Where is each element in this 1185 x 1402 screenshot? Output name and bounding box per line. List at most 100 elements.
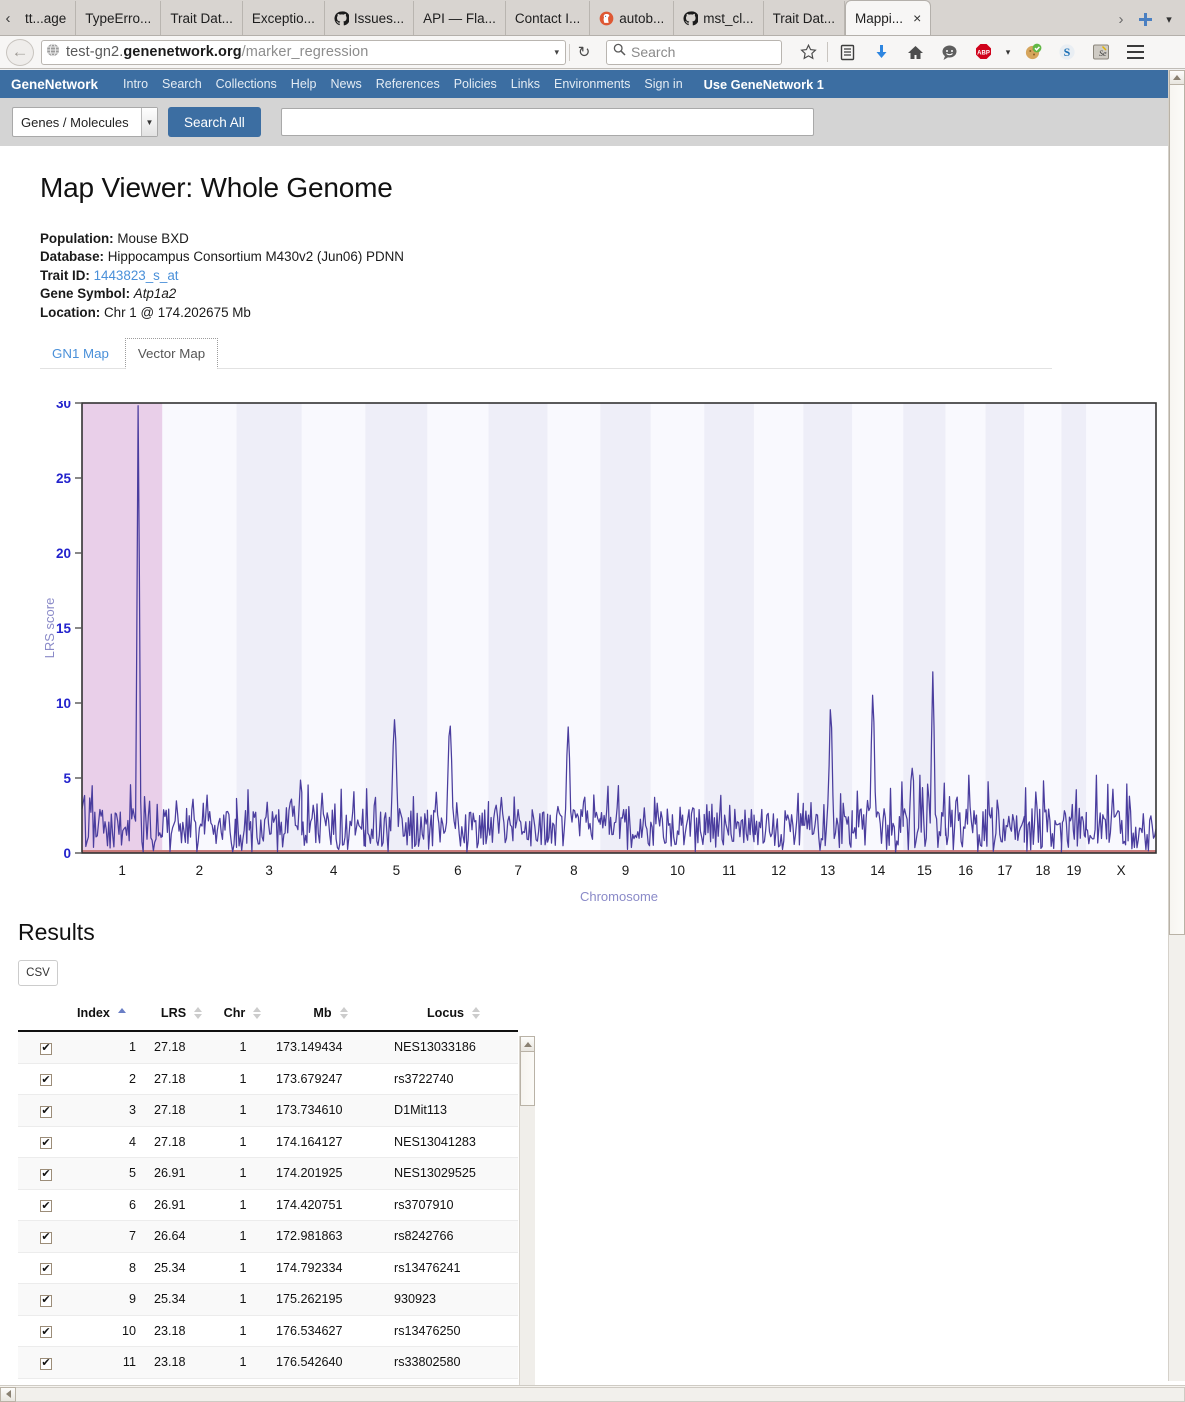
cookie-icon[interactable] (1016, 39, 1050, 66)
table-row[interactable]: ✔ 6 26.91 1 174.420751 rs3707910 (18, 1189, 518, 1222)
scroll-up-icon[interactable] (520, 1036, 535, 1053)
row-checkbox[interactable]: ✔ (40, 1073, 52, 1087)
sort-asc-icon[interactable] (117, 1007, 127, 1019)
column-header-locus[interactable]: Locus (390, 1000, 518, 1031)
back-button-icon[interactable]: ← (6, 38, 34, 66)
page-scrollbar-vertical[interactable] (1168, 70, 1185, 1381)
sort-both-icon[interactable] (472, 1007, 481, 1020)
tab-list-dropdown-icon[interactable]: ▾ (1166, 13, 1172, 26)
row-checkbox-cell[interactable]: ✔ (18, 1031, 64, 1064)
table-row[interactable]: ✔ 11 23.18 1 176.542640 rs33802580 (18, 1346, 518, 1379)
site-nav-link-environments[interactable]: Environments (553, 77, 631, 91)
page-scrollbar-thumb[interactable] (1169, 85, 1185, 935)
map-tab-vector-map[interactable]: Vector Map (124, 338, 219, 370)
new-tab-icon[interactable] (1133, 6, 1157, 32)
scrollbar-thumb[interactable] (520, 1052, 535, 1107)
tab-close-icon[interactable]: × (913, 10, 922, 26)
map-tab-gn1-map[interactable]: GN1 Map (52, 346, 109, 362)
row-checkbox[interactable]: ✔ (40, 1168, 52, 1181)
skype-icon[interactable]: S (1050, 39, 1084, 66)
reader-icon[interactable] (830, 39, 864, 66)
row-checkbox-cell[interactable]: ✔ (18, 1126, 64, 1159)
browser-tab[interactable]: API — Fla... (414, 1, 506, 35)
row-checkbox-cell[interactable]: ✔ (18, 1189, 64, 1222)
browser-tab-active[interactable]: Mappi... × (845, 0, 932, 35)
download-icon[interactable] (864, 39, 898, 66)
site-nav-link-links[interactable]: Links (510, 77, 540, 91)
browser-tab[interactable]: tt...age (16, 1, 77, 35)
browser-search-box[interactable]: Search (606, 39, 782, 65)
column-header-checked[interactable] (18, 1000, 64, 1031)
browser-tab[interactable]: Contact I... (506, 1, 591, 35)
site-nav-link-search[interactable]: Search (162, 77, 202, 91)
browser-tab[interactable]: Trait Dat... (161, 1, 243, 35)
browser-tab[interactable]: autob... (590, 1, 675, 35)
column-header-lrs[interactable]: LRS (150, 1000, 214, 1031)
selenium-icon[interactable]: Se (1084, 39, 1118, 66)
horizontal-scroll-track[interactable] (16, 1386, 1185, 1402)
search-category-select[interactable]: Genes / Molecules ▼ (12, 107, 158, 137)
meta-value-link[interactable]: 1443823_s_at (93, 267, 179, 283)
csv-export-button[interactable]: CSV (18, 960, 58, 987)
search-all-button[interactable]: Search All (168, 107, 261, 137)
home-icon[interactable] (898, 39, 932, 66)
browser-tab[interactable]: Exceptio... (243, 1, 325, 35)
row-checkbox[interactable]: ✔ (40, 1325, 52, 1339)
site-nav-link-policies[interactable]: Policies (453, 77, 497, 91)
row-checkbox[interactable]: ✔ (40, 1136, 52, 1150)
browser-tab[interactable]: mst_cl... (674, 1, 764, 35)
page-scrollbar-horizontal[interactable] (0, 1385, 1185, 1402)
row-checkbox[interactable]: ✔ (40, 1357, 52, 1370)
scroll-left-icon[interactable] (0, 1386, 16, 1402)
table-row[interactable]: ✔ 9 25.34 1 175.262195 930923 (18, 1283, 518, 1316)
table-row[interactable]: ✔ 3 27.18 1 173.734610 D1Mit113 (18, 1094, 518, 1127)
chat-icon[interactable] (932, 39, 966, 66)
genome-scan-chart[interactable]: 0 5 10 15 20 25 30 LRS score 1 2 3 4 5 6 7 8 9 10 11 12 13 14… (40, 401, 1158, 901)
site-nav-link-news[interactable]: News (330, 77, 362, 91)
use-genenetwork1-link[interactable]: Use GeneNetwork 1 (703, 76, 824, 92)
sort-both-icon[interactable] (194, 1007, 203, 1020)
browser-tab[interactable]: TypeErro... (76, 1, 162, 35)
row-checkbox[interactable]: ✔ (40, 1105, 52, 1118)
hamburger-menu-icon[interactable] (1118, 39, 1152, 66)
row-checkbox[interactable]: ✔ (40, 1042, 52, 1055)
row-checkbox-cell[interactable]: ✔ (18, 1346, 64, 1379)
browser-tab[interactable]: Issues... (325, 1, 415, 35)
table-row[interactable]: ✔ 7 26.64 1 172.981863 rs8242766 (18, 1220, 518, 1253)
row-checkbox-cell[interactable]: ✔ (18, 1063, 64, 1096)
adblock-icon[interactable]: ABP (966, 39, 1000, 66)
tab-scroll-left-button[interactable]: ‹ (5, 9, 11, 27)
table-row[interactable]: ✔ 5 26.91 1 174.201925 NES13029525 (18, 1157, 518, 1190)
table-row[interactable]: ✔ 2 27.18 1 173.679247 rs3722740 (18, 1063, 518, 1096)
reload-icon[interactable]: ↻ (577, 44, 591, 61)
site-nav-link-intro[interactable]: Intro (123, 77, 149, 91)
table-row[interactable]: ✔ 8 25.34 1 174.792334 rs13476241 (18, 1252, 518, 1285)
address-dropdown-icon[interactable]: ▾ (554, 46, 559, 57)
results-table-scrollbar[interactable] (519, 1036, 535, 1402)
row-checkbox-cell[interactable]: ✔ (18, 1283, 64, 1316)
site-nav-link-sign-in[interactable]: Sign in (644, 77, 683, 91)
row-checkbox[interactable]: ✔ (40, 1231, 52, 1244)
table-row[interactable]: ✔ 4 27.18 1 174.164127 NES13041283 (18, 1126, 518, 1159)
address-bar[interactable]: test-gn2.genenetwork.org/marker_regressi… (41, 39, 566, 65)
tab-scroll-right-button[interactable]: › (1118, 10, 1124, 28)
search-input[interactable] (280, 108, 814, 136)
row-checkbox-cell[interactable]: ✔ (18, 1094, 64, 1127)
column-header-mb[interactable]: Mb (272, 1000, 390, 1031)
row-checkbox-cell[interactable]: ✔ (18, 1157, 64, 1190)
row-checkbox[interactable]: ✔ (40, 1199, 52, 1213)
column-header-index[interactable]: Index (64, 1000, 150, 1031)
row-checkbox[interactable]: ✔ (40, 1294, 52, 1307)
row-checkbox-cell[interactable]: ✔ (18, 1220, 64, 1253)
browser-tab[interactable]: Trait Dat... (764, 1, 846, 35)
sort-both-icon[interactable] (253, 1007, 262, 1020)
table-row[interactable]: ✔ 10 23.18 1 176.534627 rs13476250 (18, 1315, 518, 1348)
adblock-dropdown-icon[interactable]: ▾ (1005, 46, 1011, 57)
table-row[interactable]: ✔ 1 27.18 1 173.149434 NES13033186 (18, 1031, 518, 1064)
row-checkbox-cell[interactable]: ✔ (18, 1252, 64, 1285)
sort-both-icon[interactable] (339, 1007, 349, 1020)
star-icon[interactable] (791, 39, 825, 66)
row-checkbox-cell[interactable]: ✔ (18, 1315, 64, 1348)
site-nav-link-references[interactable]: References (375, 77, 440, 91)
